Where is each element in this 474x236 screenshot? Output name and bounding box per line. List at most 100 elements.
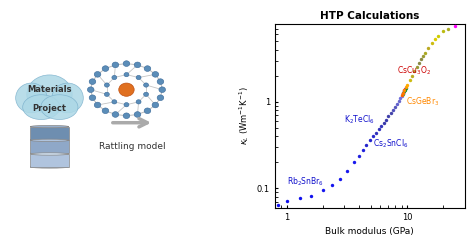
Circle shape — [87, 87, 94, 93]
Ellipse shape — [30, 139, 69, 141]
Point — [406, 78, 413, 82]
Text: Project: Project — [33, 104, 66, 113]
Point — [399, 93, 407, 96]
Bar — [30, 126, 69, 140]
Point — [297, 196, 304, 200]
Circle shape — [159, 87, 165, 93]
Circle shape — [144, 83, 148, 87]
Text: Rb$_2$SnBr$_6$: Rb$_2$SnBr$_6$ — [287, 176, 324, 189]
Point — [413, 65, 420, 69]
Point — [398, 94, 405, 97]
Point — [408, 74, 416, 78]
Point — [283, 199, 291, 203]
Y-axis label: $\kappa_L$ (Wm$^{-1}$K$^{-1}$): $\kappa_L$ (Wm$^{-1}$K$^{-1}$) — [237, 86, 251, 145]
Circle shape — [112, 62, 118, 68]
Circle shape — [112, 100, 117, 104]
Circle shape — [136, 75, 141, 80]
Point — [410, 69, 418, 73]
Point — [328, 183, 336, 187]
Point — [350, 160, 357, 164]
Point — [402, 86, 410, 90]
Point — [395, 99, 402, 103]
Point — [401, 88, 408, 92]
Point — [319, 189, 327, 192]
Point — [401, 87, 409, 91]
Ellipse shape — [30, 152, 69, 154]
Point — [372, 131, 380, 135]
Circle shape — [123, 61, 130, 67]
Point — [387, 111, 394, 115]
Circle shape — [152, 72, 159, 77]
Point — [401, 88, 408, 92]
Circle shape — [134, 62, 141, 68]
Circle shape — [124, 103, 129, 107]
Point — [399, 92, 407, 95]
Point — [389, 108, 396, 112]
Text: CsCu$_3$O$_2$: CsCu$_3$O$_2$ — [397, 64, 431, 77]
Ellipse shape — [16, 83, 47, 113]
Point — [274, 203, 282, 206]
Circle shape — [112, 75, 117, 80]
Circle shape — [104, 92, 109, 97]
Ellipse shape — [23, 95, 60, 119]
Circle shape — [102, 66, 109, 72]
Point — [431, 37, 438, 41]
Point — [400, 89, 408, 93]
Point — [434, 34, 442, 38]
Point — [402, 85, 410, 89]
Point — [356, 154, 363, 157]
Point — [421, 51, 428, 55]
Point — [401, 89, 408, 93]
Circle shape — [157, 79, 164, 84]
Point — [398, 93, 405, 97]
Point — [445, 27, 452, 30]
X-axis label: Bulk modulus (GPa): Bulk modulus (GPa) — [325, 227, 414, 236]
Point — [400, 91, 407, 95]
Circle shape — [144, 92, 148, 97]
Text: Rattling model: Rattling model — [99, 142, 165, 151]
Point — [377, 125, 385, 128]
Point — [397, 96, 404, 100]
Title: HTP Calculations: HTP Calculations — [320, 11, 419, 21]
Circle shape — [94, 72, 101, 77]
Point — [337, 177, 344, 181]
Circle shape — [134, 112, 141, 117]
Circle shape — [123, 113, 130, 119]
Point — [428, 41, 436, 45]
Ellipse shape — [30, 153, 69, 155]
Circle shape — [157, 95, 164, 101]
Point — [403, 83, 411, 87]
Point — [375, 128, 383, 131]
Point — [439, 30, 447, 33]
Circle shape — [136, 100, 141, 104]
Point — [359, 148, 367, 152]
Circle shape — [104, 83, 109, 87]
Bar — [30, 154, 69, 167]
Ellipse shape — [30, 126, 69, 128]
Circle shape — [89, 95, 96, 101]
Point — [366, 138, 374, 142]
Circle shape — [124, 72, 129, 77]
Text: CsGeBr$_3$: CsGeBr$_3$ — [406, 95, 439, 108]
Point — [307, 194, 315, 198]
Point — [415, 61, 422, 65]
FancyArrowPatch shape — [113, 118, 147, 127]
Circle shape — [112, 112, 118, 117]
Point — [451, 24, 459, 28]
Point — [400, 91, 407, 94]
Point — [393, 102, 401, 106]
Ellipse shape — [52, 83, 83, 113]
Text: K$_2$TeCl$_6$: K$_2$TeCl$_6$ — [344, 114, 375, 126]
Point — [380, 121, 387, 125]
Text: Materials: Materials — [27, 85, 72, 94]
Ellipse shape — [30, 166, 69, 168]
Point — [425, 46, 432, 50]
Ellipse shape — [30, 139, 69, 141]
Circle shape — [144, 66, 151, 72]
Point — [391, 105, 399, 109]
Circle shape — [144, 108, 151, 114]
Text: Cs$_2$SnCl$_6$: Cs$_2$SnCl$_6$ — [373, 137, 408, 150]
Point — [419, 54, 427, 58]
Ellipse shape — [41, 95, 78, 119]
Circle shape — [102, 108, 109, 114]
